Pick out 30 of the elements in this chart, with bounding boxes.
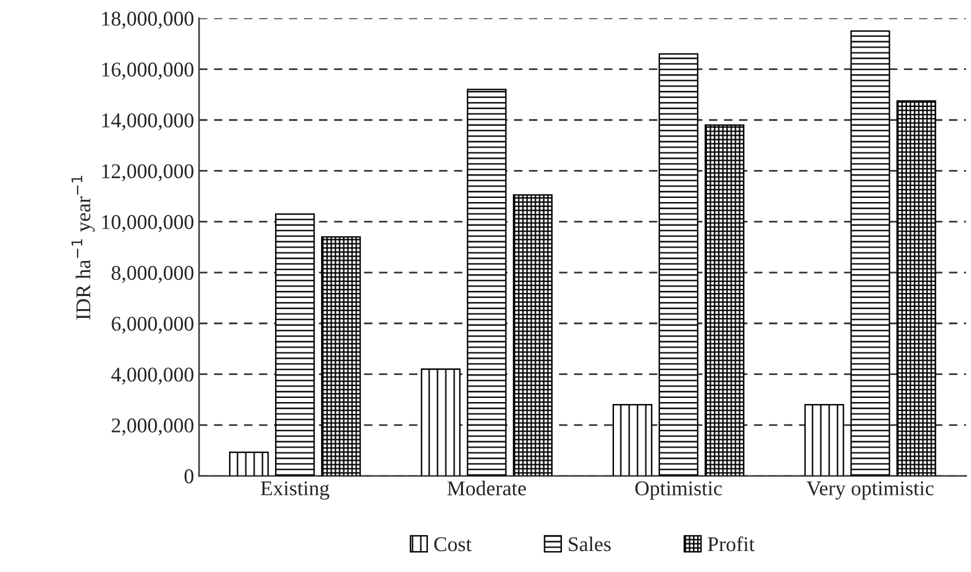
bar bbox=[512, 194, 553, 476]
y-tick-label: 16,000,000 bbox=[102, 62, 194, 80]
y-tick-label: 8,000,000 bbox=[112, 266, 194, 283]
bar bbox=[896, 100, 936, 476]
y-tick-label: 2,000,000 bbox=[112, 418, 194, 436]
bar bbox=[420, 368, 461, 476]
x-tick-label: Existing bbox=[260, 481, 330, 500]
y-tick-label: 14,000,000 bbox=[102, 113, 194, 130]
y-tick-label: 0 bbox=[184, 469, 194, 484]
bar bbox=[804, 404, 844, 476]
bar bbox=[229, 452, 269, 476]
legend-label: Sales bbox=[568, 536, 611, 552]
y-tick-label: 18,000,000 bbox=[102, 12, 194, 29]
x-tick-label: Optimistic bbox=[635, 481, 722, 500]
legend-label: Cost bbox=[434, 537, 472, 552]
y-tick-label: 12,000,000 bbox=[102, 164, 194, 182]
x-tick-label: Very optimistic bbox=[806, 481, 934, 500]
bar bbox=[321, 236, 361, 476]
y-tick-label: 6,000,000 bbox=[112, 316, 194, 334]
y-tick-label: 4,000,000 bbox=[111, 368, 194, 385]
bar bbox=[466, 88, 507, 476]
bar bbox=[658, 53, 698, 476]
bar bbox=[275, 213, 315, 476]
y-tick-label: 10,000,000 bbox=[102, 215, 194, 232]
bar bbox=[612, 404, 652, 476]
bar bbox=[704, 124, 744, 476]
bar bbox=[850, 30, 890, 476]
legend-label: Profit bbox=[708, 536, 755, 552]
x-tick-label: Moderate bbox=[447, 480, 526, 496]
y-axis-title: IDR ha$^{−1}$ year$^{−1}$ bbox=[72, 176, 95, 320]
